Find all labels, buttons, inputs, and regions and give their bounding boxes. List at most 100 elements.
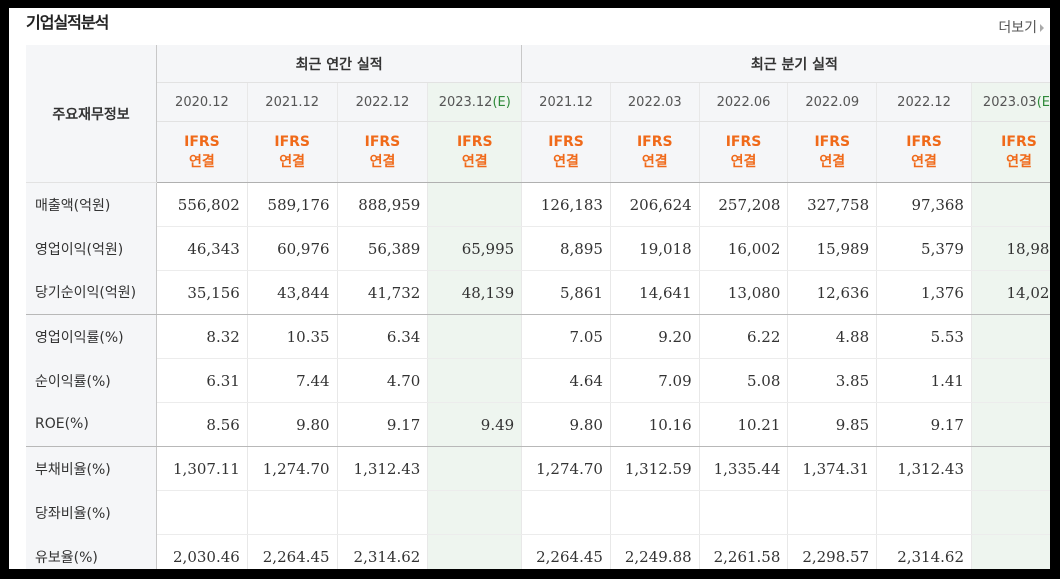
data-cell: 16,002 <box>699 226 789 271</box>
data-cell <box>971 402 1050 447</box>
annual-group-header: 최근 연간 실적 <box>156 45 522 83</box>
data-cell: 2,249.88 <box>610 534 700 569</box>
ifrs-consolidated: 연결 <box>730 154 757 170</box>
period-header: 2021.12 <box>521 82 611 122</box>
data-cell <box>427 534 523 569</box>
row-label: 순이익률(%) <box>26 358 158 403</box>
period-header: 2022.03 <box>610 82 700 122</box>
data-cell: 2,264.45 <box>247 534 338 569</box>
data-cell: 1,312.59 <box>610 446 700 491</box>
ifrs-consolidated: 연결 <box>553 154 579 170</box>
data-cell: 556,802 <box>156 182 248 227</box>
data-cell: 97,368 <box>876 182 972 227</box>
period-header: 2022.12 <box>876 82 972 122</box>
data-cell: 14,641 <box>610 270 700 315</box>
period-date: 2022.06 <box>716 94 771 110</box>
more-link[interactable]: 더보기 <box>998 17 1044 37</box>
data-cell: 9.80 <box>247 402 338 447</box>
ifrs-standard: IFRS <box>274 134 310 150</box>
data-cell: 1,274.70 <box>521 446 611 491</box>
row-label: 영업이익(억원) <box>26 226 158 271</box>
data-cell <box>971 314 1050 359</box>
data-cell: 12,636 <box>787 270 878 315</box>
data-cell: 18,989 <box>971 226 1050 271</box>
table-row: 유보율(%) 2,030.46 2,264.45 2,314.62 2,264.45 2,… <box>26 534 1050 569</box>
data-cell <box>971 534 1050 569</box>
data-cell: 4.64 <box>521 358 611 403</box>
financial-analysis-panel: 기업실적분석 더보기 주요재무정보 최근 연간 실적 최근 분기 실적 2020… <box>9 8 1050 569</box>
data-cell: 7.44 <box>247 358 338 403</box>
ifrs-label: IFRS 연결 <box>247 121 338 183</box>
row-label: ROE(%) <box>26 402 158 447</box>
data-cell: 888,959 <box>337 182 429 227</box>
row-label: 당좌비율(%) <box>26 490 158 535</box>
data-cell: 2,264.45 <box>521 534 611 569</box>
data-cell: 9.85 <box>787 402 878 447</box>
period-date: 2020.12 <box>175 94 229 110</box>
row-label: 매출액(억원) <box>26 182 158 227</box>
data-cell: 10.35 <box>247 314 338 359</box>
financial-table: 주요재무정보 최근 연간 실적 최근 분기 실적 2020.12 2021.12 2… <box>26 45 1050 569</box>
data-cell: 1,312.43 <box>337 446 429 491</box>
ifrs-label: IFRS 연결 <box>156 121 248 183</box>
data-cell: 1,312.43 <box>876 446 972 491</box>
data-cell: 1,374.31 <box>787 446 878 491</box>
ifrs-standard: IFRS <box>725 134 762 150</box>
data-cell <box>610 490 700 535</box>
data-cell: 13,080 <box>699 270 789 315</box>
data-cell: 1,307.11 <box>156 446 248 491</box>
data-cell: 43,844 <box>247 270 338 315</box>
ifrs-label: IFRS 연결 <box>699 121 789 183</box>
period-date: 2022.09 <box>805 94 860 110</box>
data-cell: 4.70 <box>337 358 429 403</box>
table-row: 당기순이익(억원) 35,156 43,844 41,732 48,139 5,861 14… <box>26 270 1050 315</box>
data-cell: 257,208 <box>699 182 789 227</box>
ifrs-consolidated: 연결 <box>279 154 306 170</box>
data-cell <box>427 358 523 403</box>
ifrs-consolidated: 연결 <box>461 154 488 170</box>
data-cell: 10.21 <box>699 402 789 447</box>
quarterly-group-header: 최근 분기 실적 <box>521 45 1050 83</box>
data-cell <box>876 490 972 535</box>
section-title: 기업실적분석 <box>26 13 109 32</box>
data-cell <box>971 446 1050 491</box>
data-cell: 4.88 <box>787 314 878 359</box>
period-header: 2022.09 <box>787 82 878 122</box>
data-cell: 2,314.62 <box>876 534 972 569</box>
data-cell: 56,389 <box>337 226 429 271</box>
period-header: 2023.03(E) <box>971 82 1050 122</box>
data-cell <box>971 358 1050 403</box>
period-date: 2023.12 <box>438 94 493 110</box>
period-date: 2023.03 <box>982 94 1037 110</box>
data-cell: 589,176 <box>247 182 338 227</box>
period-date: 2022.12 <box>897 94 951 110</box>
period-header: 2021.12 <box>247 82 338 122</box>
data-cell: 1,376 <box>876 270 972 315</box>
period-header: 2022.06 <box>699 82 789 122</box>
data-cell <box>971 490 1050 535</box>
data-cell: 8,895 <box>521 226 611 271</box>
ifrs-standard: IFRS <box>184 134 220 150</box>
data-cell: 6.31 <box>156 358 248 403</box>
data-cell <box>427 446 523 491</box>
chevron-right-icon <box>1040 24 1044 32</box>
table-row: 순이익률(%) 6.31 7.44 4.70 4.64 7.09 5.08 3.85 1.41 <box>26 358 1050 403</box>
data-cell: 9.80 <box>521 402 611 447</box>
data-cell: 5,861 <box>521 270 611 315</box>
ifrs-standard: IFRS <box>636 134 673 150</box>
data-cell <box>427 182 523 227</box>
data-cell: 7.09 <box>610 358 700 403</box>
ifrs-standard: IFRS <box>456 134 493 150</box>
row-label: 부채비율(%) <box>26 446 158 491</box>
ifrs-consolidated: 연결 <box>1006 154 1032 170</box>
data-cell: 3.85 <box>787 358 878 403</box>
data-cell: 60,976 <box>247 226 338 271</box>
row-label: 영업이익률(%) <box>26 314 158 359</box>
ifrs-standard: IFRS <box>814 134 851 150</box>
ifrs-label: IFRS 연결 <box>610 121 700 183</box>
data-cell <box>427 490 523 535</box>
table-row: 영업이익(억원) 46,343 60,976 56,389 65,995 8,895 19,… <box>26 226 1050 271</box>
ifrs-consolidated: 연결 <box>911 154 937 170</box>
data-cell: 2,298.57 <box>787 534 878 569</box>
data-cell: 2,314.62 <box>337 534 429 569</box>
